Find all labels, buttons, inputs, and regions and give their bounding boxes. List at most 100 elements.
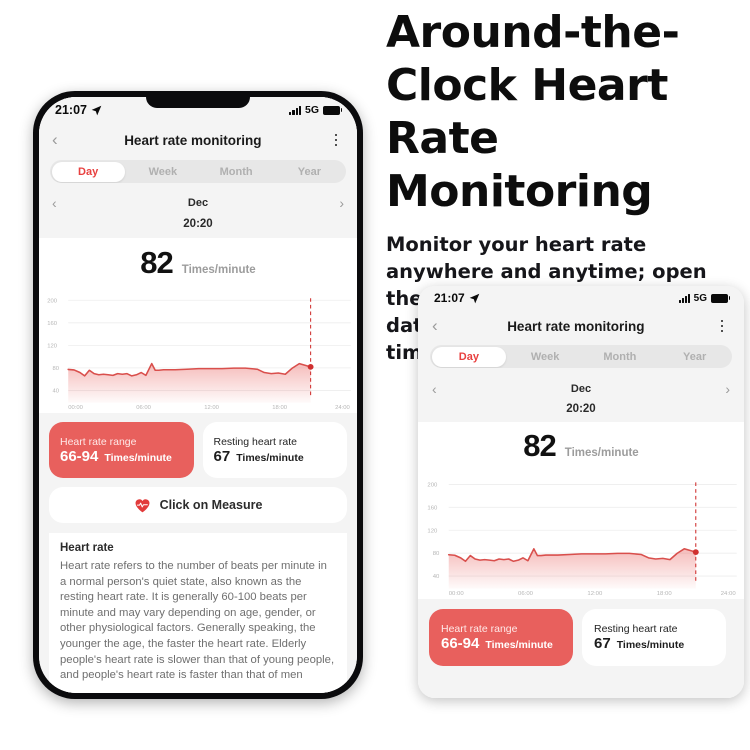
resting-heart-rate-card-secondary[interactable]: Resting heart rate 67 Times/minute [582, 609, 726, 666]
status-bar-left: 21:07 [55, 103, 102, 117]
svg-text:12:00: 12:00 [587, 591, 603, 597]
tab-month[interactable]: Month [219, 165, 253, 178]
reading-unit-secondary: Times/minute [564, 447, 639, 459]
chart-line-secondary [447, 548, 697, 563]
reading-time-secondary: 20:20 [418, 401, 744, 422]
chart-area-fill-secondary [448, 548, 696, 589]
tab-day[interactable]: Day [431, 346, 507, 367]
phone-screen-primary: 21:07 5G ‹ Heart rate monitoring [39, 97, 357, 693]
chart-x-axis-secondary: 00:00 06:00 12:00 18:00 24:00 [449, 591, 737, 597]
tab-bar-wrap: Day Week Month Year [39, 157, 357, 191]
chart-svg-secondary: 200 160 120 80 40 [427, 482, 737, 597]
network-label-secondary: 5G [693, 292, 707, 304]
svg-text:06:00: 06:00 [136, 405, 151, 411]
heart-rate-chart[interactable]: 200 160 120 80 40 00:00 [39, 290, 357, 413]
chart-x-axis: 00:00 06:00 12:00 18:00 24:00 [68, 405, 350, 411]
status-bar-right-secondary: 5G [678, 292, 730, 304]
heart-rate-range-label-secondary: Heart rate range [441, 623, 518, 635]
reading-value-row: 82 Times/minute [39, 238, 357, 290]
period-tabs: Day Week Month Year [50, 160, 346, 183]
resting-heart-rate-unit-secondary: Times/minute [616, 639, 685, 651]
tab-week[interactable]: Week [530, 350, 560, 363]
phone-screen-secondary: 21:07 5G ‹ Heart rate monitoring [418, 286, 744, 698]
tab-week[interactable]: Week [148, 165, 178, 178]
svg-text:18:00: 18:00 [272, 405, 287, 411]
tab-month[interactable]: Month [603, 350, 637, 363]
chart-y-axis: 200 160 120 80 40 [47, 298, 59, 394]
heart-pulse-icon [135, 498, 150, 512]
resting-heart-rate-unit: Times/minute [236, 451, 304, 464]
svg-text:24:00: 24:00 [721, 591, 737, 597]
heart-rate-range-card-secondary[interactable]: Heart rate range 66-94 Times/minute [429, 609, 573, 666]
stats-row: Heart rate range 66-94 Times/minute Rest… [39, 413, 357, 478]
svg-text:24:00: 24:00 [335, 405, 350, 411]
tab-bar-wrap-secondary: Day Week Month Year [418, 342, 744, 377]
status-bar-left-secondary: 21:07 [434, 291, 480, 305]
svg-text:80: 80 [433, 551, 440, 557]
heart-rate-range-value: 66-94 [60, 447, 99, 465]
svg-text:40: 40 [53, 389, 60, 395]
heart-rate-range-label: Heart rate range [60, 435, 137, 448]
period-tabs-secondary: Day Week Month Year [430, 345, 732, 368]
chart-marker-dot-secondary [692, 549, 699, 556]
date-next-button[interactable]: › [339, 195, 344, 211]
measure-wrap: Click on Measure [39, 478, 357, 523]
signal-bars-icon [289, 105, 301, 115]
heart-rate-range-value-row: 66-94 Times/minute [60, 448, 183, 465]
svg-text:12:00: 12:00 [204, 405, 219, 411]
date-label-secondary: Dec [570, 383, 592, 395]
phone-mockup-primary: 21:07 5G ‹ Heart rate monitoring [33, 91, 363, 699]
status-time-secondary: 21:07 [434, 291, 465, 305]
svg-text:00:00: 00:00 [449, 591, 465, 597]
chart-line [67, 362, 312, 377]
battery-full-icon [711, 293, 730, 303]
chart-marker-dot [307, 364, 314, 370]
back-button[interactable]: ‹ [432, 316, 438, 335]
network-label: 5G [304, 104, 319, 116]
heart-rate-range-value-row-secondary: 66-94 Times/minute [441, 635, 561, 652]
phone-notch [146, 97, 250, 108]
phone-frame-secondary: 21:07 5G ‹ Heart rate monitoring [418, 286, 744, 698]
measure-button[interactable]: Click on Measure [49, 487, 347, 523]
nav-bar-secondary: ‹ Heart rate monitoring [418, 310, 744, 342]
kebab-menu-icon[interactable] [328, 131, 344, 149]
promo-block: Around-the- Clock Heart Rate Monitoring … [386, 6, 746, 366]
kebab-menu-icon[interactable] [714, 317, 730, 335]
info-wrap: Heart rate Heart rate refers to the numb… [39, 523, 357, 693]
nav-bar: ‹ Heart rate monitoring [39, 123, 357, 157]
heart-rate-chart-secondary[interactable]: 200 160 120 80 40 [418, 474, 744, 599]
svg-text:160: 160 [427, 505, 438, 511]
resting-heart-rate-card[interactable]: Resting heart rate 67 Times/minute [202, 422, 347, 478]
date-next-button[interactable]: › [725, 381, 730, 397]
heart-rate-range-card[interactable]: Heart rate range 66-94 Times/minute [49, 422, 194, 478]
stats-row-secondary: Heart rate range 66-94 Times/minute Rest… [418, 599, 744, 666]
nav-title: Heart rate monitoring [124, 132, 262, 148]
status-bar-secondary: 21:07 5G [418, 286, 744, 310]
resting-heart-rate-value: 67 [213, 447, 231, 465]
svg-text:06:00: 06:00 [518, 591, 534, 597]
resting-heart-rate-value-row: 67 Times/minute [214, 448, 337, 465]
tab-year[interactable]: Year [683, 350, 707, 363]
svg-text:18:00: 18:00 [657, 591, 673, 597]
date-prev-button[interactable]: ‹ [432, 381, 437, 397]
signal-bars-icon [678, 293, 690, 303]
tab-day[interactable]: Day [51, 161, 125, 182]
back-button[interactable]: ‹ [52, 130, 58, 149]
heart-rate-range-value-secondary: 66-94 [441, 635, 480, 652]
svg-text:200: 200 [427, 483, 438, 489]
resting-heart-rate-value-secondary: 67 [594, 635, 611, 652]
reading-value-row-secondary: 82 Times/minute [418, 422, 744, 474]
svg-text:40: 40 [433, 574, 440, 580]
nav-title-secondary: Heart rate monitoring [507, 318, 645, 334]
resting-heart-rate-value-row-secondary: 67 Times/minute [594, 635, 714, 652]
svg-text:160: 160 [47, 321, 57, 327]
date-nav-secondary: ‹ Dec › [418, 377, 744, 401]
date-prev-button[interactable]: ‹ [52, 195, 57, 211]
heart-rate-info-card: Heart rate Heart rate refers to the numb… [49, 533, 347, 693]
heart-rate-range-unit: Times/minute [104, 451, 172, 464]
measure-button-label: Click on Measure [159, 498, 263, 512]
tab-year[interactable]: Year [297, 165, 321, 178]
resting-heart-rate-label-secondary: Resting heart rate [594, 623, 678, 635]
status-bar-right: 5G [289, 104, 342, 116]
